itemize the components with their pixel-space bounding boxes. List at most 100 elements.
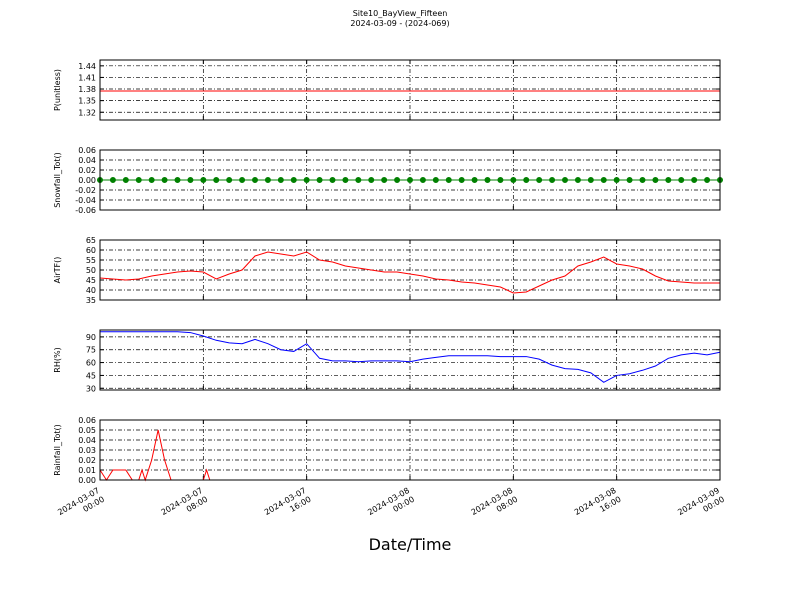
data-point <box>226 177 233 183</box>
y-tick-label: -0.02 <box>75 186 96 195</box>
x-tick-label: 2024-03-0716:00 <box>263 486 313 526</box>
data-point <box>200 177 207 183</box>
data-point <box>239 177 246 183</box>
data-point <box>704 177 711 183</box>
x-tick-label: 2024-03-0700:00 <box>56 486 106 526</box>
y-tick-label: -0.06 <box>75 206 96 215</box>
data-point <box>458 177 465 183</box>
x-tick-label: 2024-03-0816:00 <box>573 486 623 526</box>
x-tick-label: 2024-03-0900:00 <box>676 486 726 526</box>
data-point <box>652 177 659 183</box>
data-point <box>536 177 543 183</box>
data-point <box>329 177 336 183</box>
y-tick-label: 90 <box>86 333 96 342</box>
y-axis-label: P(unitless) <box>53 69 62 111</box>
y-tick-label: 0.00 <box>78 176 96 185</box>
data-point <box>574 177 581 183</box>
x-axis-label: Date/Time <box>369 535 452 554</box>
data-point <box>161 177 168 183</box>
y-tick-label: 0.06 <box>78 146 96 155</box>
y-tick-label: 60 <box>86 246 96 255</box>
x-tick-label: 2024-03-0808:00 <box>470 486 520 526</box>
data-point <box>290 177 297 183</box>
data-line <box>99 251 720 294</box>
plot-frame <box>99 239 721 301</box>
y-tick-label: 0.04 <box>78 436 96 445</box>
y-tick-label: 0.06 <box>78 416 96 425</box>
data-point <box>445 177 452 183</box>
data-point <box>213 177 220 183</box>
data-point <box>174 177 181 183</box>
y-tick-label: 0.01 <box>78 466 96 475</box>
y-tick-label: 1.41 <box>78 73 96 82</box>
y-tick-label: 0.03 <box>78 446 96 455</box>
data-point <box>510 177 517 183</box>
y-tick-label: -0.04 <box>75 196 96 205</box>
data-point <box>252 177 258 183</box>
data-point <box>549 177 556 183</box>
data-point <box>523 177 530 183</box>
y-tick-label: 35 <box>86 296 96 305</box>
y-axis-label: Snowfall_Tot() <box>53 152 62 208</box>
y-tick-label: 0.02 <box>78 456 96 465</box>
data-point <box>394 177 401 183</box>
data-point <box>471 177 478 183</box>
data-line <box>100 331 721 383</box>
data-point <box>613 177 620 183</box>
data-point <box>665 177 672 183</box>
y-tick-label: 55 <box>86 256 96 265</box>
data-point <box>277 177 284 183</box>
data-point <box>355 177 362 183</box>
y-tick-label: 40 <box>86 286 96 295</box>
data-point <box>109 177 116 183</box>
data-point <box>419 177 426 183</box>
data-point <box>626 177 633 183</box>
y-axis-label: RH(%) <box>53 347 62 372</box>
data-point <box>432 177 439 183</box>
data-point <box>407 177 413 183</box>
y-tick-label: 1.44 <box>78 62 96 71</box>
x-tick-label: 2024-03-0800:00 <box>366 486 416 526</box>
chart-subtitle: 2024-03-09 - (2024-069) <box>350 19 449 28</box>
data-point <box>148 177 155 183</box>
data-point <box>135 177 142 183</box>
chart-title: Site10_BayView_Fifteen <box>353 9 448 18</box>
data-point <box>497 177 504 183</box>
y-tick-label: 0.02 <box>78 166 96 175</box>
y-tick-label: 0.00 <box>78 476 96 485</box>
data-point <box>587 177 594 183</box>
data-point <box>264 177 271 183</box>
plot-frame <box>99 329 721 391</box>
plot-frame <box>99 149 721 211</box>
data-point <box>303 177 310 183</box>
y-axis-label: AirTF() <box>53 257 62 284</box>
data-point <box>122 177 129 183</box>
data-point <box>368 177 375 183</box>
data-point <box>562 177 568 183</box>
data-point <box>484 177 491 183</box>
y-tick-label: 75 <box>86 346 96 355</box>
x-tick-label: 2024-03-0708:00 <box>160 486 210 526</box>
data-point <box>342 177 349 183</box>
data-point <box>639 177 646 183</box>
data-line <box>99 429 720 482</box>
data-point <box>316 177 323 183</box>
plot-frame <box>99 59 721 121</box>
data-point <box>691 177 698 183</box>
y-tick-label: 50 <box>86 266 96 275</box>
y-tick-label: 45 <box>86 371 96 380</box>
y-tick-label: 0.05 <box>78 426 96 435</box>
y-tick-label: 1.38 <box>78 85 96 94</box>
y-tick-label: 65 <box>86 236 96 245</box>
y-tick-label: 30 <box>86 384 96 393</box>
y-axis-label: Rainfall_Tot() <box>53 424 62 476</box>
y-tick-label: 0.04 <box>78 156 96 165</box>
data-point <box>600 177 607 183</box>
plot-frame <box>99 419 721 481</box>
y-tick-label: 1.35 <box>78 97 96 106</box>
y-tick-label: 45 <box>86 276 96 285</box>
y-tick-label: 1.32 <box>78 108 96 117</box>
y-tick-label: 60 <box>86 359 96 368</box>
data-point <box>381 177 388 183</box>
